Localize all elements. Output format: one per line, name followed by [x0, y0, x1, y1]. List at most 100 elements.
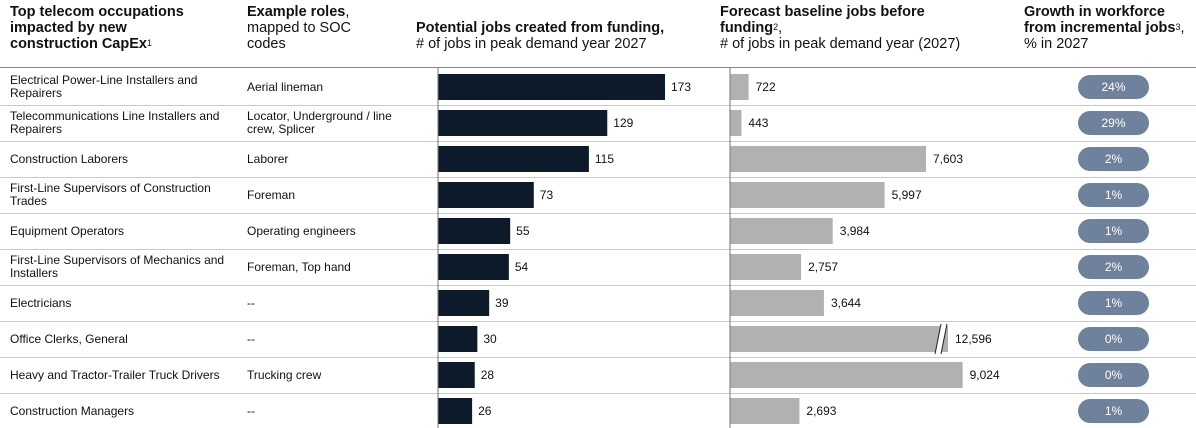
example-role: Foreman, Top hand: [247, 259, 351, 274]
baseline-value-label: 12,596: [955, 332, 992, 346]
baseline-header-line1: Forecast baseline jobs before: [720, 4, 925, 20]
growth-pill: 1%: [1078, 291, 1149, 315]
example-role: Foreman: [247, 187, 296, 202]
baseline-bar: [730, 362, 963, 388]
funding-header-subtitle: # of jobs in peak demand year 2027: [416, 36, 647, 52]
occupations-header: Top telecom occupations impacted by new …: [10, 4, 230, 52]
growth-pill: 24%: [1078, 75, 1149, 99]
growth-pill: 2%: [1078, 255, 1149, 279]
row-divider: [0, 357, 1196, 358]
funding-bar: [438, 146, 589, 172]
example-role: Aerial lineman: [247, 79, 324, 94]
funding-bar: [438, 110, 608, 136]
baseline-value-label: 7,603: [933, 152, 963, 166]
funding-value-label: 26: [478, 404, 492, 418]
baseline-value-label: 2,693: [806, 404, 836, 418]
funding-value-label: 173: [671, 80, 691, 94]
example-role: --: [247, 295, 255, 310]
baseline-bar: [730, 74, 749, 100]
baseline-bar: [730, 218, 833, 244]
baseline-value-label: 3,984: [840, 224, 870, 238]
row-divider: [0, 321, 1196, 322]
growth-pill: 0%: [1078, 363, 1149, 387]
occupation-label: Construction Managers: [10, 403, 135, 418]
funding-bar: [438, 398, 473, 424]
growth-header-comma: ,: [1180, 20, 1185, 36]
growth-header-footnote: 3: [1175, 22, 1181, 32]
baseline-bar: [730, 146, 926, 172]
example-role: Laborer: [247, 151, 289, 166]
occupation-label: Office Clerks, General: [10, 331, 128, 346]
example-role: --: [247, 403, 255, 418]
occupations-header-line1: Top telecom occupations: [10, 4, 184, 20]
funding-bar: [438, 290, 490, 316]
funding-header: Potential jobs created from funding, # o…: [416, 20, 716, 52]
example-role: Trucking crew: [247, 367, 322, 382]
occupation-label: Equipment Operators: [10, 223, 125, 238]
baseline-header-line2: funding: [720, 20, 774, 36]
growth-pill: 29%: [1078, 111, 1149, 135]
funding-bar: [438, 254, 509, 280]
growth-pill: 1%: [1078, 183, 1149, 207]
funding-bar: [438, 326, 478, 352]
row-divider: [0, 213, 1196, 214]
baseline-value-label: 443: [748, 116, 768, 130]
baseline-value-label: 2,757: [808, 260, 838, 274]
baseline-header-footnote: 2: [773, 22, 779, 32]
occupation-label: Heavy and Tractor-Trailer Truck Drivers: [10, 367, 220, 382]
occupations-header-line3: construction CapEx: [10, 36, 147, 52]
roles-header-line2: mapped to SOC: [247, 20, 351, 36]
occupation-label: First-Line Supervisors of Mechanics and …: [10, 253, 225, 280]
baseline-bar: [730, 398, 800, 424]
growth-pill: 1%: [1078, 219, 1149, 243]
funding-value-label: 115: [595, 152, 614, 166]
baseline-header: Forecast baseline jobs before funding2, …: [720, 4, 1010, 52]
occupations-header-footnote: 1: [146, 38, 152, 48]
occupation-label: Construction Laborers: [10, 151, 129, 166]
funding-value-label: 39: [495, 296, 509, 310]
roles-header: Example roles, mapped to SOC codes: [247, 4, 407, 52]
growth-pill: 1%: [1078, 399, 1149, 423]
baseline-bar: [730, 326, 948, 352]
growth-pill: 2%: [1078, 147, 1149, 171]
row-divider: [0, 177, 1196, 178]
funding-bar: [438, 362, 475, 388]
axis-break-gap: [935, 324, 947, 354]
growth-header-line2: from incremental jobs: [1024, 20, 1176, 36]
funding-bar: [438, 182, 534, 208]
row-divider: [0, 105, 1196, 106]
example-role: Locator, Underground / line crew, Splice…: [247, 109, 392, 136]
growth-pill: 0%: [1078, 327, 1149, 351]
funding-value-label: 129: [613, 116, 633, 130]
growth-header-line1: Growth in workforce: [1024, 4, 1165, 20]
row-divider: [0, 141, 1196, 142]
header-divider: [0, 67, 1196, 68]
roles-header-comma: ,: [345, 4, 350, 20]
roles-header-line3: codes: [247, 36, 286, 52]
baseline-bar: [730, 182, 885, 208]
baseline-value-label: 722: [756, 80, 776, 94]
growth-header: Growth in workforce from incremental job…: [1024, 4, 1196, 52]
baseline-value-label: 9,024: [970, 368, 1000, 382]
funding-header-title: Potential jobs created from funding,: [416, 20, 665, 36]
baseline-value-label: 3,644: [831, 296, 861, 310]
axis-break-mark: [934, 323, 942, 355]
funding-value-label: 54: [515, 260, 529, 274]
baseline-header-comma: ,: [778, 20, 783, 36]
row-divider: [0, 285, 1196, 286]
growth-header-subtitle: % in 2027: [1024, 36, 1089, 52]
baseline-bar: [730, 290, 824, 316]
funding-value-label: 55: [516, 224, 530, 238]
occupation-label: First-Line Supervisors of Construction T…: [10, 181, 211, 208]
baseline-bar: [730, 254, 802, 280]
example-role: Operating engineers: [247, 223, 356, 238]
funding-value-label: 28: [481, 368, 495, 382]
row-divider: [0, 249, 1196, 250]
baseline-bar: [730, 110, 742, 136]
occupations-header-line2: impacted by new: [10, 20, 127, 36]
row-divider: [0, 393, 1196, 394]
axis-break-mark: [940, 323, 948, 355]
example-role: --: [247, 331, 255, 346]
funding-bar: [438, 74, 665, 100]
